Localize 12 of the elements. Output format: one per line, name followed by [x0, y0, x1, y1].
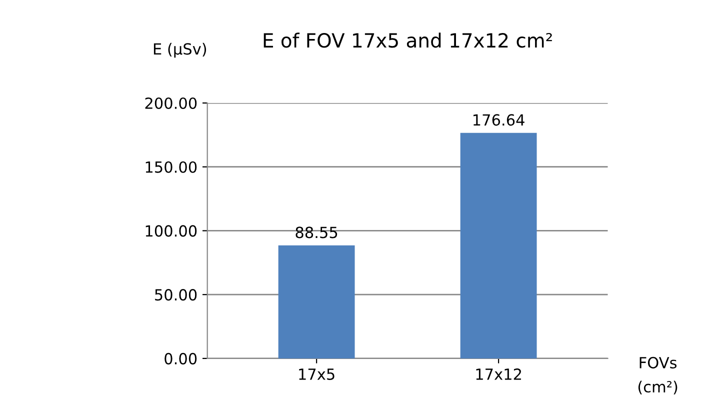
x-tick-label: 17x5: [299, 368, 334, 380]
y-tick-label: 150.00: [146, 161, 197, 173]
y-tick-label: 100.00: [146, 225, 197, 237]
y-tick-label: 200.00: [145, 97, 197, 110]
data-label: 88.55: [296, 226, 338, 238]
x-tick-label: 17x12: [476, 368, 521, 380]
y-tick-label: 50.00: [155, 289, 197, 301]
x-axis-title: FOVs (cm²): [638, 356, 678, 394]
y-axis-title: E (µSv): [154, 42, 206, 58]
chart-title: E of FOV 17x5 and 17x12 cm²: [264, 32, 552, 48]
data-label: 176.64: [474, 114, 524, 126]
y-tick-label: 0.00: [164, 352, 197, 364]
